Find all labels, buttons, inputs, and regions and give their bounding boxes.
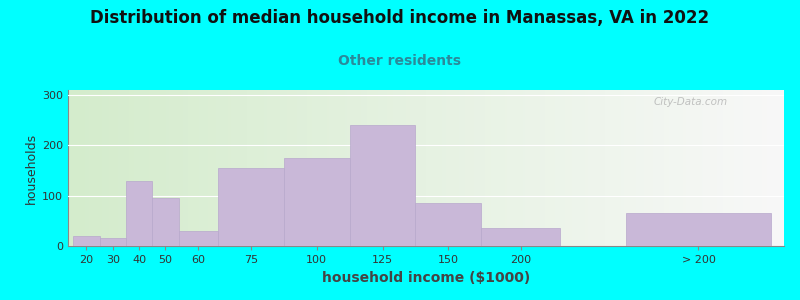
- Bar: [178, 231, 218, 246]
- Text: Other residents: Other residents: [338, 54, 462, 68]
- Bar: [284, 158, 350, 246]
- Text: Distribution of median household income in Manassas, VA in 2022: Distribution of median household income …: [90, 9, 710, 27]
- Text: City-Data.com: City-Data.com: [654, 98, 728, 107]
- Bar: [415, 203, 482, 246]
- Bar: [350, 125, 415, 246]
- Bar: [99, 238, 126, 246]
- Bar: [482, 228, 560, 246]
- Y-axis label: households: households: [25, 132, 38, 204]
- X-axis label: household income ($1000): household income ($1000): [322, 271, 530, 285]
- Bar: [152, 198, 178, 246]
- Bar: [626, 213, 771, 246]
- Bar: [74, 236, 99, 246]
- Bar: [126, 181, 152, 246]
- Bar: [218, 168, 284, 246]
